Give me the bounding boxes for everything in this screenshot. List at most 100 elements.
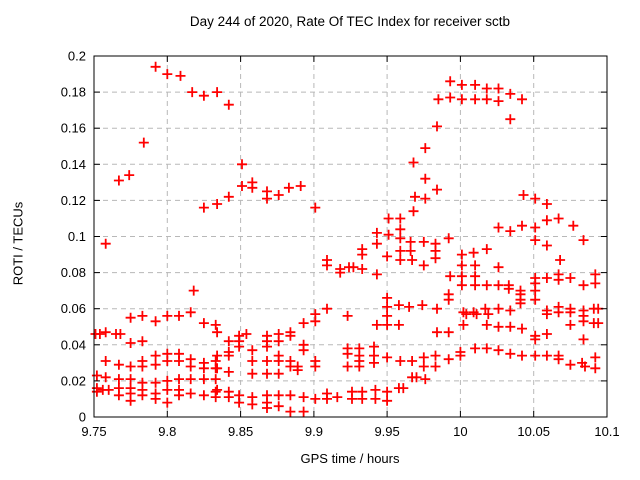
data-point-marker <box>515 298 526 309</box>
data-point-marker <box>443 233 454 244</box>
data-point-marker <box>541 215 552 226</box>
data-point-marker <box>234 341 245 352</box>
data-point-marker <box>580 361 590 372</box>
data-point-marker <box>322 303 332 314</box>
data-point-marker <box>322 393 332 404</box>
data-point-marker <box>342 361 353 372</box>
data-point-marker <box>342 310 353 321</box>
data-point-marker <box>383 229 394 240</box>
data-point-marker <box>470 280 481 291</box>
data-point-marker <box>590 269 601 280</box>
data-point-marker <box>283 182 294 193</box>
data-point-marker <box>188 285 199 296</box>
data-point-marker <box>273 401 284 412</box>
data-point-marker <box>298 392 309 403</box>
data-point-marker <box>553 307 564 318</box>
data-point-marker <box>481 83 492 94</box>
data-point-marker <box>481 319 492 330</box>
data-point-marker <box>565 273 576 283</box>
data-point-marker <box>407 356 418 366</box>
data-point-marker <box>432 121 442 132</box>
data-point-marker <box>456 280 467 291</box>
data-point-marker <box>493 83 504 94</box>
data-point-marker <box>137 310 148 321</box>
data-point-marker <box>137 361 148 372</box>
data-point-marker <box>103 384 114 395</box>
data-point-marker <box>530 235 541 246</box>
data-point-marker <box>175 70 186 81</box>
y-tick-label: 0.12 <box>61 193 86 208</box>
x-tick-label: 9.85 <box>228 424 253 439</box>
data-point-marker <box>273 368 284 379</box>
data-point-marker <box>481 94 492 105</box>
data-point-marker <box>237 181 247 191</box>
data-point-marker <box>430 361 441 372</box>
y-tick-label: 0 <box>79 410 86 425</box>
data-point-marker <box>212 327 223 338</box>
data-point-marker <box>371 319 382 330</box>
data-point-marker <box>262 356 272 366</box>
data-point-marker <box>150 61 161 72</box>
data-point-marker <box>470 343 481 354</box>
data-point-marker <box>411 372 422 383</box>
data-point-marker <box>150 350 161 361</box>
data-point-marker <box>198 363 209 374</box>
data-point-marker <box>382 310 393 321</box>
data-point-marker <box>124 170 135 181</box>
data-point-marker <box>553 274 564 285</box>
data-point-marker <box>357 393 368 404</box>
data-point-marker <box>223 392 234 403</box>
data-point-marker <box>408 157 419 168</box>
data-point-marker <box>198 318 209 329</box>
data-point-marker <box>493 262 504 273</box>
data-point-marker <box>212 87 223 98</box>
data-point-marker <box>241 329 252 339</box>
data-point-marker <box>430 253 441 264</box>
data-point-marker <box>578 235 589 246</box>
data-point-marker <box>505 88 516 99</box>
data-point-marker <box>505 114 516 125</box>
data-point-marker <box>382 292 393 303</box>
data-point-marker <box>298 318 309 329</box>
data-point-marker <box>223 366 234 377</box>
data-point-marker <box>382 386 393 397</box>
data-point-marker <box>100 356 111 366</box>
data-point-marker <box>354 361 365 372</box>
data-point-marker <box>420 374 431 385</box>
x-tick-label: 10.1 <box>594 424 619 439</box>
data-point-marker <box>137 336 148 347</box>
data-point-marker <box>310 202 321 213</box>
data-point-marker <box>150 359 161 370</box>
data-point-marker <box>273 336 284 347</box>
data-point-marker <box>295 181 306 191</box>
data-point-marker <box>382 395 393 406</box>
data-point-marker <box>493 303 504 314</box>
data-point-marker <box>395 245 406 256</box>
data-point-marker <box>298 345 309 356</box>
data-point-marker <box>125 361 136 372</box>
data-point-marker <box>370 393 381 404</box>
data-point-marker <box>565 319 576 330</box>
data-point-marker <box>481 280 492 291</box>
data-point-marker <box>433 94 444 105</box>
data-point-marker <box>417 300 428 311</box>
data-point-marker <box>420 143 431 154</box>
data-point-marker <box>382 251 393 262</box>
data-point-marker <box>348 262 359 273</box>
data-point-marker <box>468 247 479 258</box>
data-point-marker <box>113 374 124 385</box>
data-point-marker <box>113 175 124 186</box>
data-point-marker <box>541 199 552 209</box>
data-point-marker <box>371 238 382 249</box>
data-point-marker <box>456 260 467 271</box>
data-point-marker <box>310 393 321 404</box>
data-point-marker <box>113 359 124 370</box>
x-tick-label: 10 <box>453 424 467 439</box>
data-point-marker <box>470 94 481 105</box>
data-point-marker <box>517 220 527 231</box>
data-point-marker <box>503 283 514 294</box>
data-point-marker <box>198 202 209 213</box>
data-point-marker <box>541 273 552 283</box>
data-point-marker <box>393 300 404 311</box>
data-point-marker <box>162 69 173 80</box>
